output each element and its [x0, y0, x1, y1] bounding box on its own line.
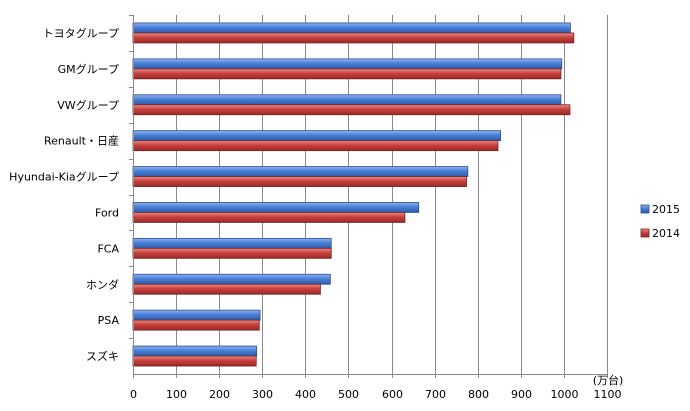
y-category-label: スズキ	[86, 349, 119, 363]
y-category-label: Ford	[95, 206, 119, 219]
x-tick-label: 300	[252, 388, 273, 401]
y-category-label: PSA	[98, 314, 120, 327]
legend-swatch-2015	[640, 204, 650, 214]
y-category-label: GMグループ	[58, 62, 119, 76]
bar-2014	[132, 68, 562, 80]
legend: 2015 2014	[640, 203, 680, 240]
bars	[132, 22, 575, 367]
bar-2015	[132, 345, 258, 357]
bar-2014	[132, 247, 332, 259]
bar-2014	[132, 355, 257, 367]
bar-2014	[132, 212, 406, 223]
x-tick-label: 100	[166, 388, 187, 401]
y-category-label: Renault・日産	[44, 135, 119, 148]
x-tick-label: 700	[425, 388, 446, 401]
bar-2014	[132, 283, 321, 295]
bar-2015	[132, 273, 331, 285]
bar-2015	[132, 22, 571, 34]
x-tick-label: 400	[295, 388, 316, 401]
x-tick-label: 0	[130, 388, 137, 401]
legend-label-2015: 2015	[652, 203, 680, 216]
bar-2014	[132, 32, 575, 44]
x-tick-label: 800	[468, 388, 489, 401]
bar-2015	[132, 58, 563, 70]
x-tick-label: 200	[209, 388, 230, 401]
x-unit-label: (万台)	[593, 373, 624, 387]
bar-2015	[132, 309, 261, 321]
bar-2014	[132, 140, 499, 152]
y-category-label: FCA	[97, 242, 119, 255]
x-tick-label: 600	[382, 388, 403, 401]
y-category-label: Hyundai-Kiaグループ	[9, 170, 119, 184]
bar-2015	[132, 94, 562, 106]
axes: 0 100 200 300 400 500 600 700 800 900 1000 1100 トヨタグ…	[9, 15, 623, 401]
legend-swatch-2014	[640, 228, 650, 238]
y-category-label: ホンダ	[86, 277, 119, 291]
bar-2014	[132, 176, 467, 187]
y-category-label: トヨタグループ	[43, 26, 119, 40]
x-tick-label: 1100	[594, 388, 622, 401]
bar-2014	[132, 319, 260, 331]
bar-2015	[132, 130, 501, 142]
bar-2014	[132, 104, 571, 116]
x-tick-label: 900	[511, 388, 532, 401]
y-category-label: VWグループ	[57, 98, 119, 112]
bar-2015	[132, 202, 420, 213]
legend-label-2014: 2014	[652, 227, 680, 240]
bar-2015	[132, 166, 469, 177]
x-tick-label: 1000	[551, 388, 579, 401]
bar-2015	[132, 237, 332, 249]
x-tick-label: 500	[338, 388, 359, 401]
